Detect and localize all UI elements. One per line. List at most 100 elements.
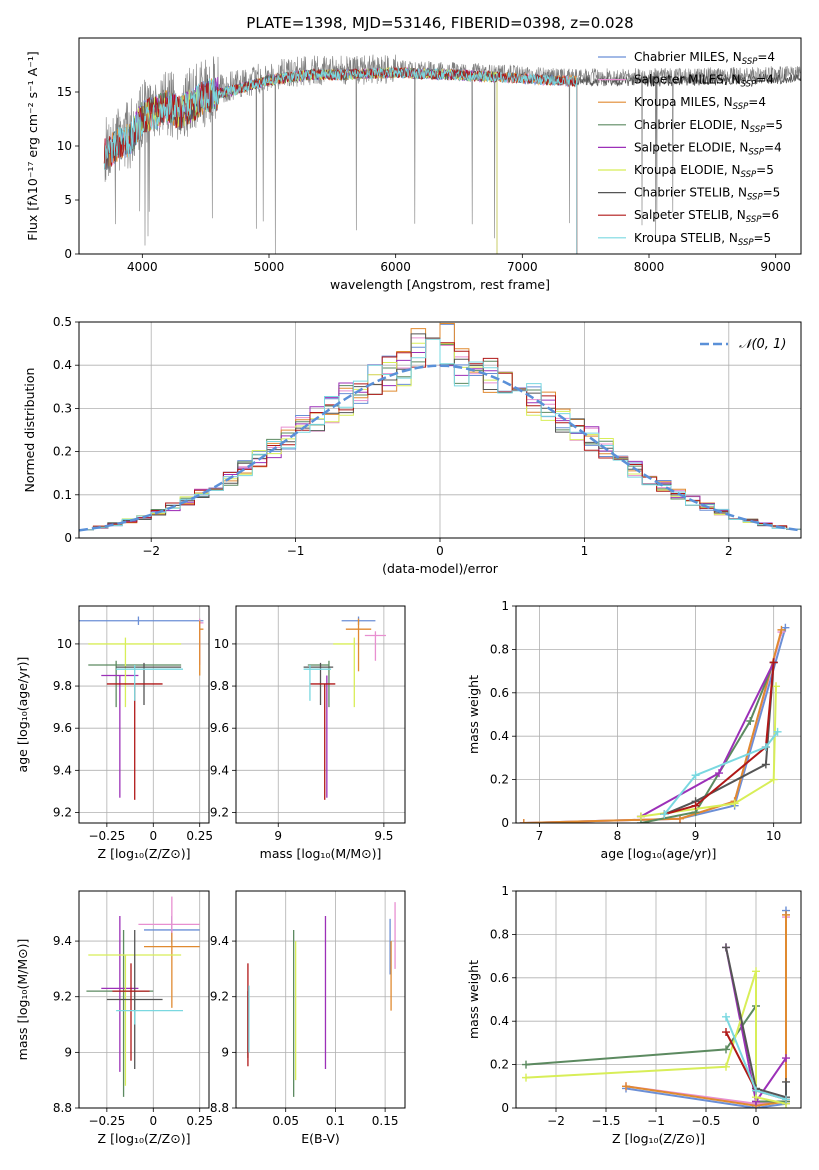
mass-vs-Z-point-2	[144, 932, 200, 1008]
spectrum-axes: 4000 5000 6000 7000 8000 9000 0 5 10 15 wavelength…	[25, 51, 791, 292]
mass-vs-Z-xtick-label-1: 0	[149, 1114, 157, 1128]
mass-weight-vs-age-marker-8-1	[691, 771, 700, 780]
mass-weight-vs-age-xtick-label-2: 9	[692, 829, 700, 843]
spectrum-title: PLATE=1398, MJD=53146, FIBERID=0398, z=0…	[246, 14, 633, 32]
mass-weight-vs-age-ytick-label-5: 1	[501, 599, 509, 613]
mass-weight-vs-age-series-8	[663, 731, 779, 815]
age-vs-mass-axes: 9 9.5 9.2 9.4 9.6 9.8 10 mass [log₁₀(M/M⊙)]	[210, 606, 405, 861]
mass-weight-vs-age-series-7	[664, 662, 775, 816]
mass-weight-vs-Z-ytick-label-3: 0.6	[490, 971, 509, 985]
residuals-xtick-label-1: −1	[287, 544, 305, 558]
age-vs-mass-point-5	[333, 637, 355, 708]
residuals-xtick-label-2: 0	[436, 544, 444, 558]
age-vs-Z-ylabel: age [log₁₀(age/yr)]	[15, 657, 30, 773]
mass-vs-Z-xtick-label-0: −0.25	[88, 1114, 125, 1128]
mass-vs-Z-ylabel: mass [log₁₀(M/M⊙)]	[15, 939, 30, 1061]
mass-weight-vs-age-marker-5-0	[636, 812, 645, 821]
age-vs-mass-ytick-label-4: 10	[214, 637, 229, 651]
mass-weight-vs-age-ytick-label-2: 0.4	[490, 729, 509, 743]
residuals-ytick-label-5: 0.5	[53, 315, 72, 329]
age-vs-Z-ytick-label-2: 9.6	[53, 721, 72, 735]
age-vs-Z-plot-area	[79, 616, 204, 800]
residuals-ytick-label-2: 0.2	[53, 445, 72, 459]
mass-vs-EBV-xtick-label-2: 0.15	[372, 1114, 399, 1128]
age-vs-mass-point-1	[364, 631, 386, 661]
mass-vs-EBV-frame	[235, 890, 406, 1109]
age-vs-Z-point-2	[199, 620, 204, 676]
legend-label-1: Salpeter MILES, NSSP=4	[634, 73, 774, 90]
residuals-xtick-label-3: 1	[581, 544, 589, 558]
mass-weight-vs-Z-xtick-label-1: −1.5	[591, 1114, 620, 1128]
residuals-ytick-label-0: 0	[64, 531, 72, 545]
mass-vs-Z-point-7	[112, 963, 150, 1061]
legend-label-7: Salpeter STELIB, NSSP=6	[634, 208, 779, 225]
age-vs-Z-xtick-label-0: −0.25	[88, 829, 125, 843]
mass-weight-vs-Z-ytick-label-5: 1	[501, 884, 509, 898]
mass-weight-vs-Z-marker-8-0	[722, 1012, 730, 1021]
age-vs-mass-xtick-label-0: 9	[274, 829, 282, 843]
legend-label-4: Salpeter ELODIE, NSSP=4	[634, 140, 782, 157]
mass-weight-vs-age-ytick-label-4: 0.8	[490, 642, 509, 656]
mass-weight-vs-Z-marker-5-0	[522, 1073, 530, 1082]
legend-label-0: Chabrier MILES, NSSP=4	[634, 50, 775, 67]
mass-vs-Z-point-8	[116, 1009, 183, 1025]
spectrum-xtick-label-0: 4000	[127, 260, 158, 274]
mass-vs-EBV-xlabel: E(B-V)	[301, 1131, 340, 1146]
histogram-2	[79, 323, 801, 531]
mass-weight-vs-age-ytick-label-1: 0.2	[490, 773, 509, 787]
mass-weight-vs-Z-ytick-label-1: 0.2	[490, 1058, 509, 1072]
mass-vs-Z-plot-area	[86, 896, 200, 1097]
mass-weight-vs-age-marker-3-2	[746, 717, 755, 726]
mass-vs-EBV-xtick-label-1: 0.1	[326, 1114, 345, 1128]
age-vs-Z-ytick-label-3: 9.8	[53, 679, 72, 693]
mass-weight-vs-age-marker-7-1	[691, 801, 700, 810]
residuals-plot-area	[79, 323, 801, 532]
mass-weight-vs-Z-marker-8-1	[752, 1086, 760, 1095]
spectrum-legend: Chabrier MILES, NSSP=4 Salpeter MILES, NS…	[598, 50, 783, 248]
spectrum-ytick-label-1: 5	[64, 193, 72, 207]
mass-weight-vs-Z-plot-area	[522, 906, 790, 1108]
age-vs-mass-point-8	[303, 664, 332, 701]
mass-vs-Z-xlabel: Z [log₁₀(Z/Z⊙)]	[98, 1131, 191, 1146]
mass-vs-EBV-ytick-label-0: 8.8	[210, 1101, 229, 1115]
residuals-xlabel: (data-model)/error	[382, 561, 499, 576]
mass-vs-EBV-ytick-label-2: 9.2	[210, 990, 229, 1004]
residuals-ytick-label-3: 0.3	[53, 401, 72, 415]
mass-weight-vs-age-frame	[515, 605, 802, 824]
mass-weight-vs-age-marker-6-2	[761, 760, 770, 769]
age-vs-Z-point-4	[101, 674, 139, 798]
mass-vs-Z-ytick-label-1: 9	[64, 1045, 72, 1059]
mass-weight-vs-Z-ytick-label-2: 0.4	[490, 1014, 509, 1028]
age-vs-mass-point-2	[345, 618, 372, 672]
legend-label-3: Chabrier ELODIE, NSSP=5	[634, 118, 783, 135]
mass-weight-vs-Z-ylabel: mass weight	[466, 960, 481, 1039]
age-vs-mass-xlabel: mass [log₁₀(M/M⊙)]	[260, 846, 382, 861]
spectrum-ytick-label-3: 15	[57, 85, 72, 99]
mass-weight-vs-age-marker-2-3	[777, 625, 786, 634]
mass-vs-Z-point-1	[138, 896, 200, 939]
mass-weight-vs-Z-xtick-label-4: 0	[752, 1114, 760, 1128]
spectrum-xtick-label-1: 5000	[254, 260, 285, 274]
mass-weight-vs-Z-marker-3-0	[522, 1060, 530, 1069]
mass-weight-vs-Z-xtick-label-2: −1	[647, 1114, 665, 1128]
mass-weight-vs-Z-marker-2-0	[622, 1082, 630, 1091]
mass-weight-vs-Z-marker-4-2	[782, 1054, 790, 1063]
age-vs-mass-ytick-label-3: 9.8	[210, 679, 229, 693]
residuals-ytick-label-1: 0.1	[53, 488, 72, 502]
mass-weight-vs-age-marker-4-1	[715, 769, 724, 778]
age-vs-Z-point-0	[79, 616, 204, 625]
spectrum-xtick-label-5: 9000	[760, 260, 791, 274]
mass-weight-vs-age-marker-5-2	[769, 775, 778, 784]
mass-weight-vs-age-xtick-label-0: 7	[536, 829, 544, 843]
age-vs-Z-point-7	[106, 683, 163, 800]
mass-weight-vs-age-xtick-label-1: 8	[614, 829, 622, 843]
mass-weight-vs-age-ylabel: mass weight	[466, 675, 481, 754]
mass-weight-vs-age-marker-8-2	[761, 743, 770, 752]
histogram-8	[79, 338, 801, 531]
mass-vs-Z-ytick-label-3: 9.4	[53, 934, 72, 948]
mass-weight-vs-Z-ytick-label-4: 0.8	[490, 927, 509, 941]
spectrum-frame	[78, 37, 802, 255]
mass-weight-vs-age-series-2	[523, 629, 783, 823]
mass-weight-vs-Z-xtick-label-3: −0.5	[691, 1114, 720, 1128]
